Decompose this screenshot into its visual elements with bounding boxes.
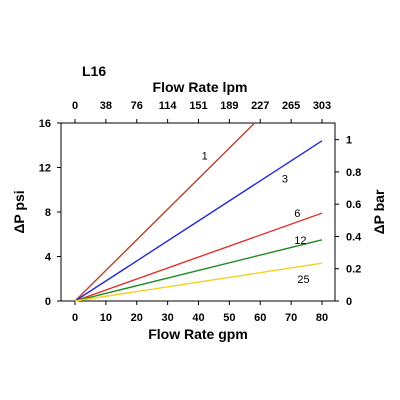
x2-tick-label: 303 [313,100,331,112]
y-tick-label: 0 [45,296,51,308]
x2-tick-label: 227 [251,100,269,112]
x2-tick-label: 151 [189,100,207,112]
y-tick-label: 4 [45,252,52,264]
x-tick-label: 60 [254,312,266,324]
series-label-12: 12 [294,235,306,247]
x-tick-label: 10 [100,312,112,324]
x-tick-label: 30 [162,312,174,324]
left-axis-title: ΔP psi [11,190,27,233]
ticks-layer: 0 10 20 30 40 50 60 70 800 38 76 114 151 189 227 265 303… [39,100,362,324]
x2-tick-label: 114 [159,100,178,112]
series-line-1 [74,122,256,302]
top-axis-title: Flow Rate lpm [153,79,248,95]
series-label-6: 6 [294,208,300,220]
bottom-axis-title: Flow Rate gpm [148,326,248,342]
y2-tick-label: 0.8 [346,167,361,179]
x-tick-label: 50 [223,312,235,324]
series-line-12 [74,239,323,302]
x-tick-label: 40 [192,312,204,324]
y2-tick-label: 0.2 [346,264,361,276]
x2-tick-label: 265 [282,100,300,112]
x2-tick-label: 0 [72,100,78,112]
series-labels: 1 3 6 12 25 [202,150,310,285]
x2-tick-label: 76 [131,100,143,112]
y-tick-label: 16 [39,118,51,130]
series-lines [74,122,323,302]
y2-tick-label: 1 [346,135,352,147]
right-axis-title: ΔP bar [371,189,387,234]
series-label-25: 25 [297,274,309,286]
x-tick-label: 70 [285,312,297,324]
x-tick-label: 20 [131,312,143,324]
x2-tick-label: 189 [220,100,238,112]
y-tick-label: 8 [45,207,51,219]
series-line-25 [74,262,323,302]
series-line-6 [74,212,323,302]
y2-tick-label: 0.6 [346,199,361,211]
y2-tick-label: 0.4 [346,231,362,243]
chart-title: L16 [82,63,106,79]
series-label-1: 1 [202,150,208,162]
x2-tick-label: 38 [100,100,112,112]
series-label-3: 3 [282,174,288,186]
series-line-3 [74,140,323,302]
x-tick-label: 0 [72,312,78,324]
y2-tick-label: 0 [346,296,352,308]
x-tick-label: 80 [316,312,328,324]
y-tick-label: 12 [39,163,51,175]
